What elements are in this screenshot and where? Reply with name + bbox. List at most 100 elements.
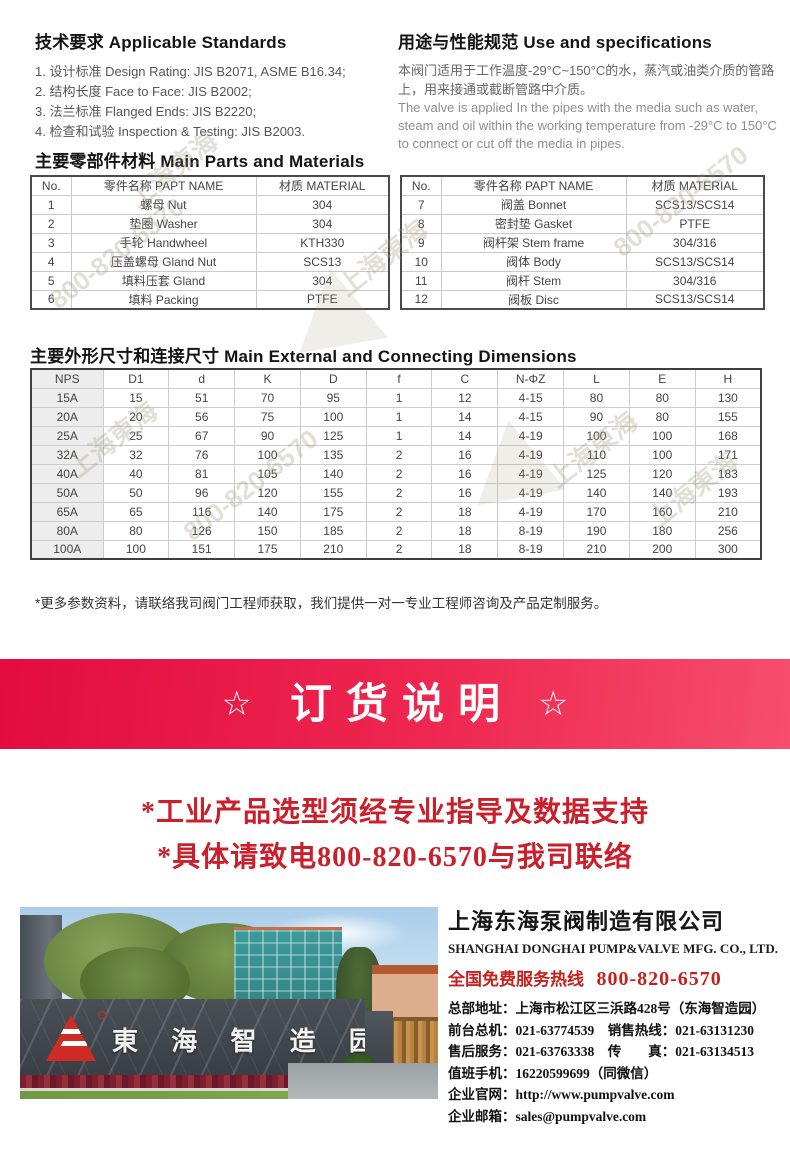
table-cell: 2 bbox=[365, 463, 433, 484]
table-cell: 135 bbox=[299, 444, 367, 465]
table-cell: 140 bbox=[628, 482, 696, 503]
table-cell: 50 bbox=[102, 482, 170, 503]
table-cell: 7 bbox=[400, 194, 442, 215]
table-cell: 40 bbox=[102, 463, 170, 484]
table-row: 100A 100 151 175 210 2 18 8-19 210 200 3… bbox=[30, 539, 762, 560]
standards-item: 3. 法兰标准 Flanged Ends: JIS B2220; bbox=[35, 104, 257, 119]
table-cell: 81 bbox=[168, 463, 236, 484]
dimensions-header-cell: L bbox=[563, 368, 630, 389]
table-row: 2 垫圈 Washer 304 bbox=[30, 213, 390, 234]
table-cell: 32A bbox=[30, 444, 104, 465]
table-row: 32A 32 76 100 135 2 16 4-19 110 100 171 bbox=[30, 444, 762, 465]
table-cell: 180 bbox=[628, 520, 696, 541]
table-cell: 100 bbox=[102, 539, 170, 560]
table-cell: 190 bbox=[563, 520, 630, 541]
banner-title: 订货说明 bbox=[289, 680, 514, 727]
dimensions-header-cell: N-ΦZ bbox=[497, 368, 565, 389]
table-cell: 20 bbox=[102, 406, 170, 427]
table-cell: 15 bbox=[102, 387, 170, 408]
table-cell: 16 bbox=[431, 482, 499, 503]
table-cell: 100A bbox=[30, 539, 104, 560]
table-cell: 125 bbox=[299, 425, 367, 446]
table-cell: 56 bbox=[168, 406, 236, 427]
table-cell: 100 bbox=[628, 444, 696, 465]
table-cell: 压盖螺母 Gland Nut bbox=[70, 251, 257, 272]
factory-photo: 東 海 智 造 园 bbox=[20, 907, 438, 1099]
table-cell: 50A bbox=[30, 482, 104, 503]
table-cell: 76 bbox=[168, 444, 236, 465]
dimensions-header-cell: D bbox=[299, 368, 367, 389]
usage-text-cn: 本阀门适用于工作温度-29°C~150°C的水，蒸汽或油类介质的管路上，用来接通… bbox=[398, 63, 775, 97]
table-cell: 155 bbox=[299, 482, 367, 503]
table-cell: 6 bbox=[30, 289, 72, 310]
table-row: 65A 65 116 140 175 2 18 4-19 170 160 210 bbox=[30, 501, 762, 522]
table-cell: 9 bbox=[400, 232, 442, 253]
table-cell: 4-15 bbox=[497, 387, 565, 408]
table-cell: 8-19 bbox=[497, 539, 565, 560]
dimensions-header-cell: D1 bbox=[102, 368, 170, 389]
table-cell: 12 bbox=[431, 387, 499, 408]
table-cell: 170 bbox=[563, 501, 630, 522]
parts-title: 主要零部件材料 Main Parts and Materials bbox=[35, 152, 365, 171]
contact-line: 售后服务：021-63763338 传 真：021-63134513 bbox=[448, 1044, 754, 1059]
star-icon: ☆ bbox=[221, 685, 252, 723]
dimensions-header-cell: d bbox=[168, 368, 236, 389]
hotline-number: 800-820-6570 bbox=[596, 968, 722, 990]
table-cell: 210 bbox=[563, 539, 630, 560]
table-cell: 1 bbox=[365, 406, 433, 427]
table-cell: 10 bbox=[400, 251, 442, 272]
table-cell: 185 bbox=[299, 520, 367, 541]
table-cell: 171 bbox=[694, 444, 762, 465]
table-cell: 80 bbox=[563, 387, 630, 408]
dimensions-title: 主要外形尺寸和连接尺寸 Main External and Connecting… bbox=[30, 347, 577, 366]
table-cell: 304/316 bbox=[625, 270, 765, 291]
order-notice: *工业产品选型须经专业指导及数据支持 *具体请致电800-820-6570与我司… bbox=[0, 790, 790, 880]
table-cell: 16 bbox=[431, 463, 499, 484]
table-row: 7 阀盖 Bonnet SCS13/SCS14 bbox=[400, 194, 765, 215]
table-cell: 密封垫 Gasket bbox=[440, 213, 627, 234]
table-cell: 125 bbox=[563, 463, 630, 484]
service-hotline: 全国免费服务热线 800-820-6570 bbox=[448, 965, 782, 991]
parts-header-row: No. 零件名称 PAPT NAME 材质 MATERIAL bbox=[30, 175, 390, 196]
building-right bbox=[372, 965, 438, 1023]
usage-text-en: The valve is applied In the pipes with t… bbox=[398, 100, 777, 151]
parts-header-row: No. 零件名称 PAPT NAME 材质 MATERIAL bbox=[400, 175, 765, 196]
dimensions-header-cell: K bbox=[234, 368, 301, 389]
table-row: 9 阀杆架 Stem frame 304/316 bbox=[400, 232, 765, 253]
table-row: 6 填料 Packing PTFE bbox=[30, 289, 390, 310]
table-cell: 2 bbox=[365, 539, 433, 560]
parts-table-right: No. 零件名称 PAPT NAME 材质 MATERIAL 7 阀盖 Bonnet… bbox=[400, 175, 765, 310]
company-info: 上海东海泵阀制造有限公司 SHANGHAI DONGHAI PUMP&VALVE… bbox=[448, 904, 782, 1127]
table-cell: 175 bbox=[234, 539, 301, 560]
table-row: 80A 80 126 150 185 2 18 8-19 190 180 256 bbox=[30, 520, 762, 541]
pavement bbox=[288, 1063, 438, 1099]
wall-sign-text: 東 海 智 造 园 bbox=[112, 1026, 388, 1056]
table-cell: 16 bbox=[431, 444, 499, 465]
table-cell: 14 bbox=[431, 425, 499, 446]
table-row: 40A 40 81 105 140 2 16 4-19 125 120 183 bbox=[30, 463, 762, 484]
table-cell: 4-19 bbox=[497, 444, 565, 465]
table-cell: 25A bbox=[30, 425, 104, 446]
table-cell: 阀体 Body bbox=[440, 251, 627, 272]
table-cell: 140 bbox=[299, 463, 367, 484]
table-cell: 67 bbox=[168, 425, 236, 446]
table-row: 4 压盖螺母 Gland Nut SCS13 bbox=[30, 251, 390, 272]
dimensions-header-cell: E bbox=[628, 368, 696, 389]
table-cell: 18 bbox=[431, 501, 499, 522]
table-cell: 32 bbox=[102, 444, 170, 465]
table-row: 25A 25 67 90 125 1 14 4-19 100 100 168 bbox=[30, 425, 762, 446]
standards-item: 4. 检查和试验 Inspection & Testing: JIS B2003… bbox=[35, 124, 305, 139]
table-cell: 2 bbox=[365, 444, 433, 465]
parts-table-left: No. 零件名称 PAPT NAME 材质 MATERIAL 1 螺母 Nut 30… bbox=[30, 175, 390, 310]
dimensions-table-body: 15A 15 51 70 95 1 12 4-15 80 80 130 20A … bbox=[30, 387, 762, 560]
table-cell: 126 bbox=[168, 520, 236, 541]
table-cell: 80A bbox=[30, 520, 104, 541]
table-cell: 80 bbox=[628, 406, 696, 427]
table-cell: 阀杆架 Stem frame bbox=[440, 232, 627, 253]
table-cell: 304 bbox=[255, 213, 390, 234]
table-cell: SCS13/SCS14 bbox=[625, 194, 765, 215]
table-cell: SCS13/SCS14 bbox=[625, 251, 765, 272]
table-cell: 95 bbox=[299, 387, 367, 408]
contact-line: 前台总机：021-63774539 销售热线：021-63131230 bbox=[448, 1022, 754, 1038]
donghai-logo-icon bbox=[46, 1015, 96, 1061]
